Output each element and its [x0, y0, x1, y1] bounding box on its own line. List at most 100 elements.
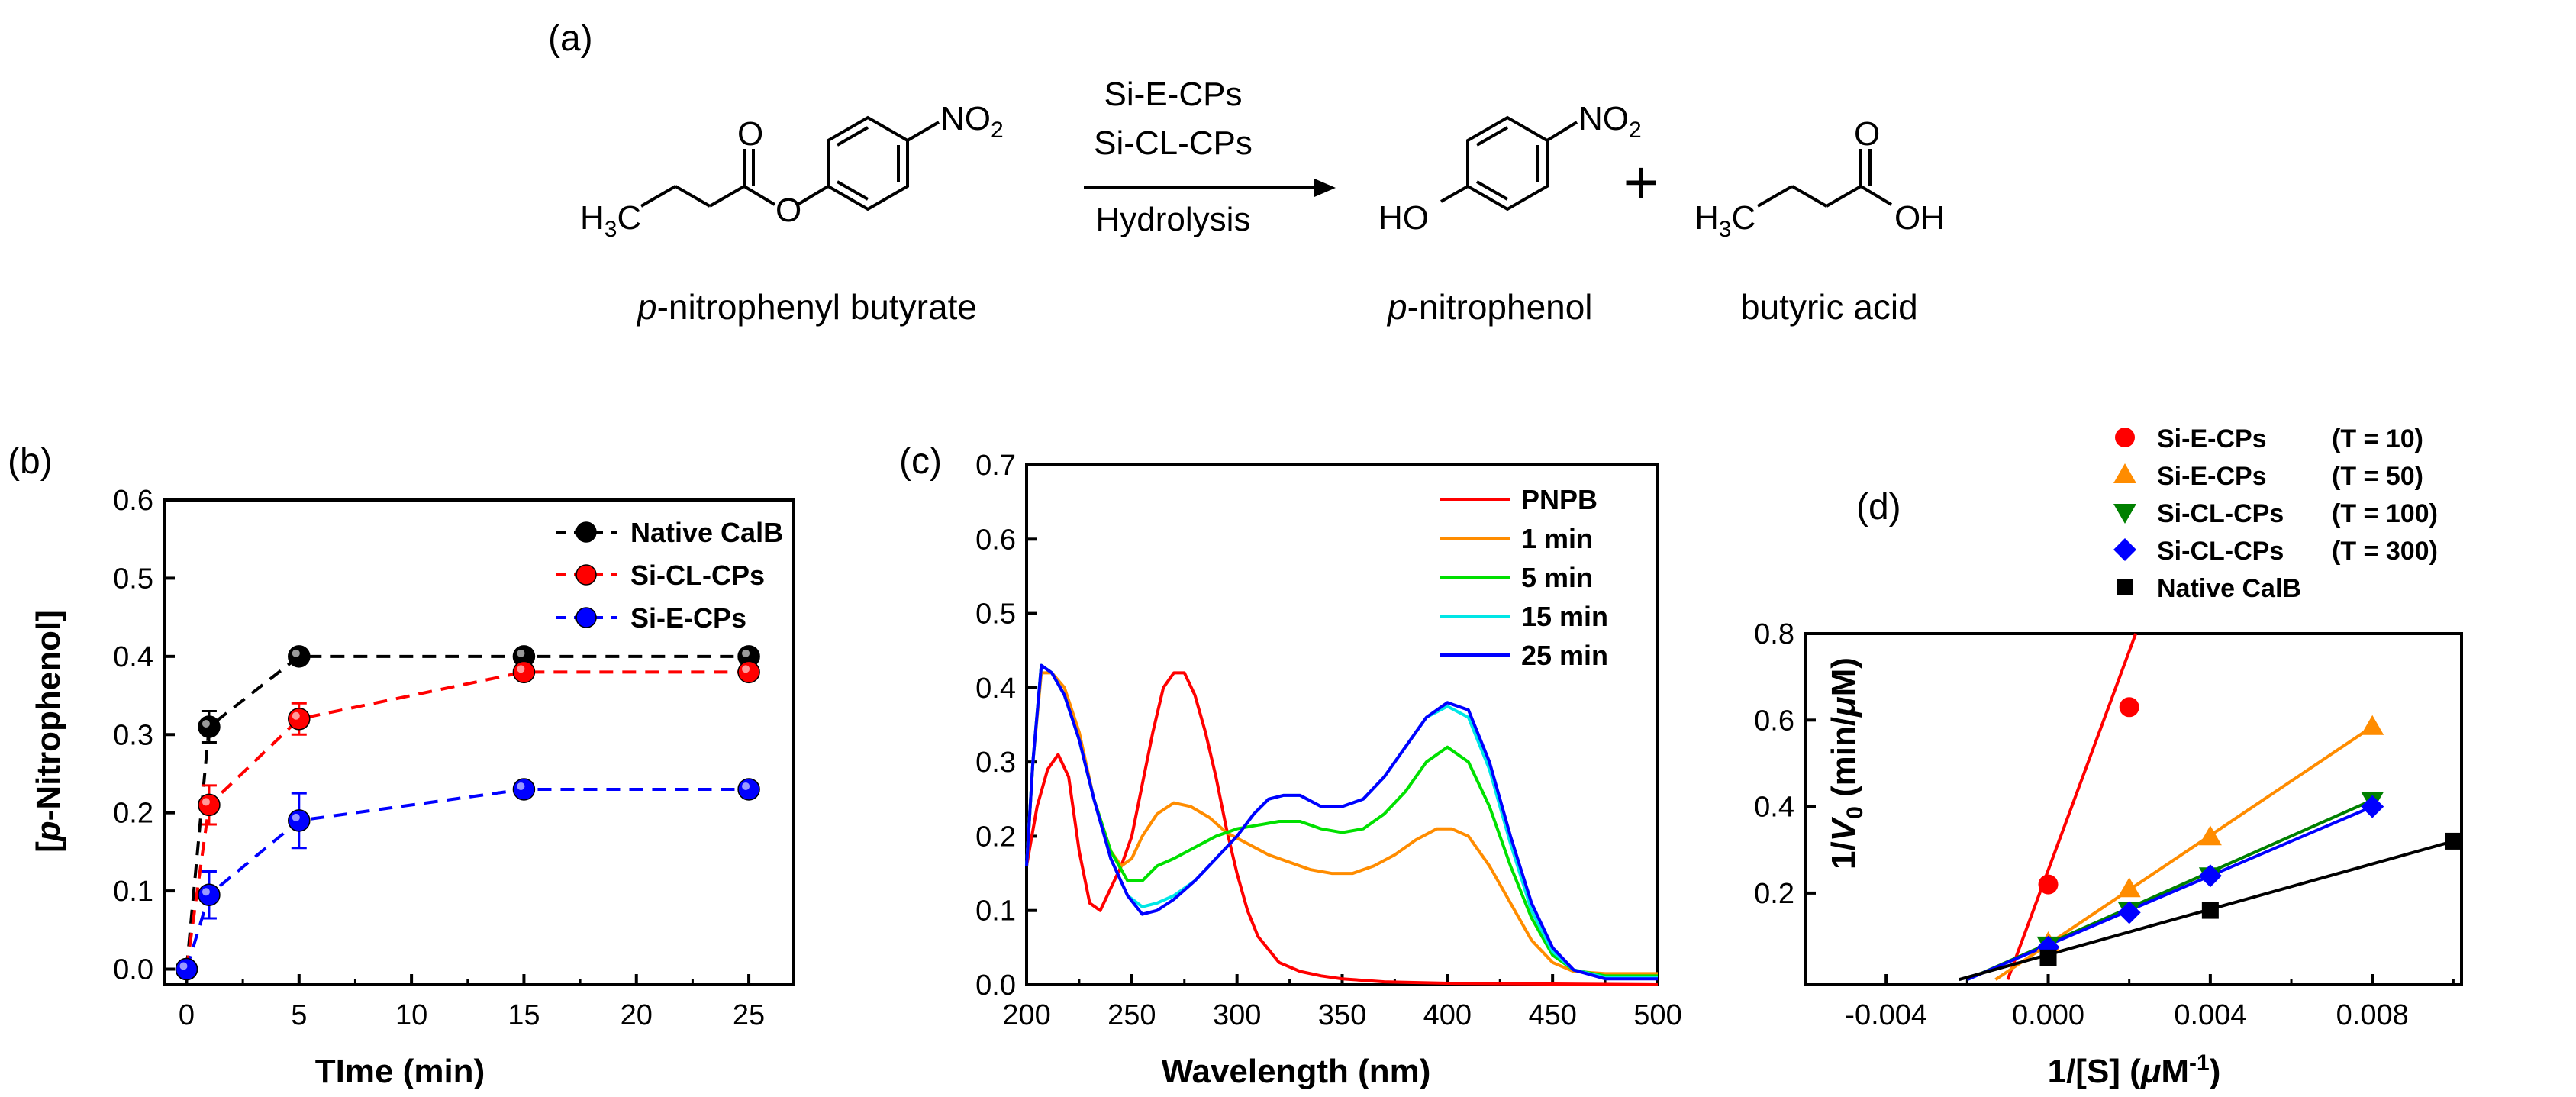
data-point [2038, 874, 2059, 895]
panel-d-y-axis-label: 1/V0 (min/μM) [1825, 657, 1868, 870]
axes-frame [163, 498, 795, 986]
product1-ho: HO [1378, 199, 1429, 237]
bond [743, 185, 776, 206]
legend-label: Si-CL-CPs [2157, 499, 2284, 528]
panel-label-d: (d) [1856, 487, 1901, 528]
bond [674, 185, 711, 208]
spectrum-line [1025, 671, 1659, 986]
data-point [288, 809, 311, 832]
axes-frame [1804, 632, 2463, 986]
panel-d-axes [1804, 632, 2463, 986]
panel-c-y-ticks: 0.0 0.1 0.2 0.3 0.4 0.5 0.6 0.7 [975, 450, 1037, 1002]
data-point [2117, 901, 2141, 924]
legend-marker [575, 564, 597, 586]
legend-marker [2113, 504, 2136, 524]
y-tick-label: 0.7 [975, 450, 1016, 482]
reaction-arrowhead [1314, 179, 1336, 197]
fit-line [2006, 633, 2138, 980]
panel-label-a: (a) [548, 18, 593, 59]
series-line [185, 654, 750, 970]
y-tick-label: 0.8 [1754, 618, 1794, 650]
legend-marker [575, 521, 597, 543]
y-tick-label: 0.2 [975, 821, 1016, 853]
bond [837, 180, 869, 201]
panel-d-y-ticks: 0.2 0.4 0.6 0.8 [1754, 618, 1816, 910]
spectrum-line [1025, 663, 1658, 978]
data-point [512, 778, 536, 801]
panel-c-x-axis-label: Wavelength (nm) [1162, 1053, 1431, 1090]
series-line [185, 670, 750, 970]
point-highlight [742, 782, 750, 790]
data-point [2119, 697, 2139, 718]
bond [1476, 126, 1508, 147]
legend-label: 15 min [1521, 601, 1608, 632]
bond [640, 185, 677, 208]
x-tick-label: 200 [1002, 999, 1050, 1031]
legend-label: Native CalB [2157, 574, 2301, 603]
panel-b-chart: (b) 0 5 10 15 20 25 0.0 0.1 0.2 0.3 0.4 0.5 0.6 Nat… [8, 441, 795, 1090]
point-highlight [292, 813, 300, 821]
legend-label: 5 min [1521, 562, 1593, 593]
x-tick-label: 5 [291, 999, 307, 1031]
product1-no2: NO2 [1578, 100, 1642, 143]
data-point [198, 715, 221, 738]
product1-structure [1440, 115, 1578, 211]
data-point [2198, 864, 2222, 888]
spectrum-line [1025, 663, 1658, 979]
legend-label: Si-E-CPs [630, 602, 746, 634]
bond [906, 121, 940, 142]
point-highlight [517, 665, 525, 673]
product2-carbonyl-o: O [1854, 115, 1880, 153]
y-tick-label: 0.4 [113, 641, 153, 673]
panel-b-plot-area [175, 645, 760, 981]
bond [837, 126, 869, 147]
x-tick-label: 0 [179, 999, 195, 1031]
y-tick-label: 0.0 [975, 970, 1016, 1002]
point-highlight [292, 711, 300, 720]
y-tick-label: 0.1 [975, 895, 1016, 928]
point-highlight [202, 798, 210, 806]
x-tick-label: 400 [1423, 999, 1472, 1031]
legend-label: Si-CL-CPs [2157, 537, 2284, 566]
panel-b-axes [163, 498, 795, 986]
data-point [288, 645, 311, 668]
series-line [185, 787, 750, 970]
x-tick-label: 20 [621, 999, 653, 1031]
x-tick-label: 0.008 [2336, 999, 2409, 1031]
bond [1476, 180, 1508, 201]
panel-d-legend: Si-E-CPs (T = 10) Si-E-CPs (T = 50) Si-CL-CP… [2113, 424, 2438, 603]
reactant-no2: NO2 [940, 100, 1004, 143]
legend-label: Si-E-CPs [2157, 424, 2267, 453]
bond [796, 185, 830, 206]
bond [1791, 185, 1828, 208]
fit-line [1966, 805, 2373, 982]
point-highlight [517, 649, 525, 657]
legend-label-condition: (T = 10) [2332, 424, 2423, 453]
catalyst-label-1: Si-E-CPs [1104, 76, 1243, 113]
bond [1859, 185, 1893, 206]
point-highlight [742, 649, 750, 657]
bond [1756, 185, 1794, 208]
reactant-h3c: H3C [580, 199, 641, 242]
data-point [2445, 832, 2462, 850]
bond [708, 185, 746, 208]
y-tick-label: 0.5 [975, 599, 1016, 631]
product2-oh: OH [1894, 199, 1945, 237]
spectrum-line [1025, 663, 1658, 981]
legend-label: 25 min [1521, 640, 1608, 671]
benzene-ring [827, 115, 909, 211]
legend-label: 1 min [1521, 523, 1593, 554]
benzene-ring [1466, 115, 1549, 211]
panel-label-b: (b) [8, 441, 53, 482]
x-tick-label: 0.000 [2012, 999, 2084, 1031]
y-tick-label: 0.6 [1754, 705, 1794, 737]
y-tick-label: 0.2 [113, 798, 153, 830]
panel-label-c: (c) [899, 441, 942, 482]
x-tick-label: 300 [1213, 999, 1261, 1031]
legend-label-condition: (T = 300) [2332, 537, 2438, 566]
product2-name: butyric acid [1740, 287, 1918, 327]
bond [1440, 185, 1469, 203]
data-point [2361, 715, 2384, 735]
legend-label-condition: (T = 50) [2332, 462, 2423, 491]
